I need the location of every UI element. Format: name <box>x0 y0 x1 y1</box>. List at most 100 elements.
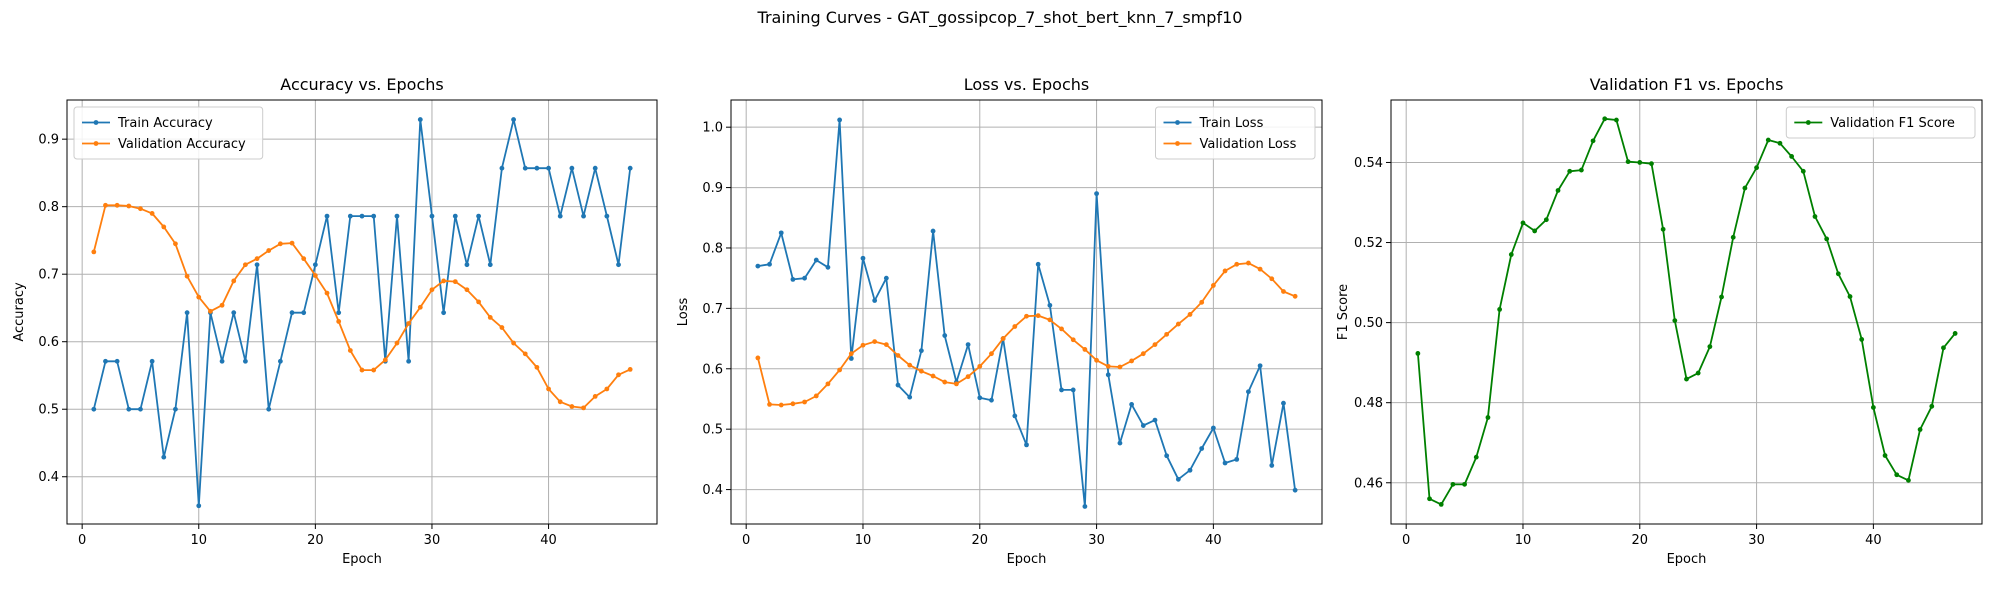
loss-series-0-point <box>1082 504 1088 509</box>
loss-ytick-label: 1.0 <box>702 121 723 136</box>
loss-legend-label-1: Validation Loss <box>1200 137 1297 152</box>
f1-ytick-label: 0.52 <box>1354 236 1383 251</box>
accuracy-series-0-point <box>499 165 505 171</box>
accuracy-series-1-point <box>173 241 178 247</box>
loss-xtick-label: 10 <box>855 533 872 548</box>
f1-series-0-point <box>1672 318 1678 324</box>
accuracy-xtick-label: 40 <box>540 533 557 548</box>
loss-series-0-point <box>1105 372 1111 378</box>
f1-legend-marker-0 <box>1805 120 1811 125</box>
accuracy-series-1-point <box>196 294 202 300</box>
loss-chart-title: Loss vs. Epochs <box>964 75 1089 94</box>
accuracy-ytick-label: 0.6 <box>38 335 59 350</box>
f1-series-0-point <box>1438 501 1444 507</box>
loss-series-0-point <box>767 261 772 267</box>
accuracy-series-1-point <box>103 202 108 208</box>
loss-y-axis-label: Loss <box>676 298 691 327</box>
accuracy-series-1-point <box>184 273 190 279</box>
loss-series-0-point <box>778 230 784 236</box>
loss-legend-box <box>1155 106 1316 160</box>
loss-series-0-point <box>918 348 924 354</box>
loss-series-0-point <box>848 356 854 361</box>
accuracy-series-0-point <box>231 310 237 316</box>
accuracy-series-1-point <box>616 372 621 378</box>
loss-series-1-point <box>790 401 796 407</box>
loss-series-0-point <box>1292 487 1298 493</box>
loss-series-1-point <box>930 373 936 379</box>
accuracy-series-1-point <box>546 386 551 392</box>
accuracy-series-1-point <box>522 351 528 357</box>
accuracy-series-1-point <box>569 404 575 409</box>
accuracy-series-0-point <box>277 358 283 364</box>
loss-series-1-point <box>1164 331 1170 337</box>
loss-series-1-point <box>813 393 819 399</box>
f1-series-0-point <box>1473 454 1479 460</box>
accuracy-series-1-point <box>499 325 505 330</box>
accuracy-series-1-point <box>581 405 586 411</box>
accuracy-y-axis-label: Accuracy <box>12 282 27 342</box>
accuracy-axes-frame <box>66 99 658 525</box>
f1-series-0-point <box>1777 140 1783 146</box>
accuracy-series-0-point <box>289 310 295 316</box>
f1-series-0-point <box>1555 188 1561 193</box>
accuracy-series-0-point <box>138 406 143 412</box>
loss-ytick-label: 0.5 <box>702 423 723 438</box>
loss-series-1-point <box>1117 364 1123 370</box>
loss-ytick-label: 0.6 <box>702 362 723 377</box>
loss-series-0-point <box>977 395 983 401</box>
f1-xtick-label: 10 <box>1515 533 1532 548</box>
f1-series-0-point <box>1684 376 1689 382</box>
accuracy-series-1-point <box>406 321 412 326</box>
loss-ytick-label: 0.8 <box>702 241 723 256</box>
loss-series-1-point <box>1000 336 1006 341</box>
f1-series-0-point <box>1532 228 1538 234</box>
loss-series-0-point <box>1164 453 1170 459</box>
accuracy-legend-label-1: Validation Accuracy <box>118 137 246 152</box>
loss-series-0-point <box>1281 400 1286 406</box>
loss-series-0-point <box>813 257 819 263</box>
accuracy-series-1-point <box>277 241 283 247</box>
f1-series-0-point <box>1590 138 1596 144</box>
accuracy-series-0-point <box>627 165 633 171</box>
accuracy-ytick-label: 0.7 <box>38 268 59 283</box>
f1-series-0-point <box>1765 137 1771 143</box>
f1-series-0-point <box>1847 294 1853 299</box>
accuracy-series-0-point <box>522 165 528 171</box>
accuracy-legend: Train Accuracy Validation Accuracy <box>73 106 264 160</box>
f1-series-0-point <box>1637 160 1643 165</box>
f1-y-axis-label: F1 Score <box>1336 284 1351 340</box>
accuracy-x-axis-label: Epoch <box>342 552 382 567</box>
f1-xtick-label: 30 <box>1748 533 1765 548</box>
accuracy-xtick-label: 20 <box>307 533 324 548</box>
loss-series-0-point <box>895 382 901 388</box>
loss-xtick-label: 0 <box>742 533 750 548</box>
loss-series-1-point <box>1246 260 1251 266</box>
loss-series-1-point <box>1035 313 1041 319</box>
accuracy-series-0-point <box>91 406 97 412</box>
loss-x-axis-label: Epoch <box>1007 552 1047 567</box>
accuracy-series-0-point <box>417 117 423 122</box>
figure-suptitle: Training Curves - GAT_gossipcop_7_shot_b… <box>757 8 1243 27</box>
loss-series-0-point <box>802 275 807 281</box>
accuracy-series-1-point <box>417 304 423 310</box>
accuracy-series-1-point <box>359 367 365 373</box>
f1-series-0-point <box>1742 185 1748 191</box>
loss-series-1-point <box>1024 313 1029 319</box>
loss-series-1-point <box>1269 276 1275 282</box>
accuracy-series-0-point <box>394 213 400 219</box>
f1-series-0-point <box>1450 481 1456 487</box>
accuracy-series-1-point <box>324 290 330 296</box>
accuracy-series-1-point <box>592 393 598 399</box>
accuracy-ytick-label: 0.9 <box>38 133 59 148</box>
loss-series-1-point <box>872 339 878 344</box>
loss-series-0-point <box>1094 191 1099 197</box>
loss-series-1-point <box>989 351 994 357</box>
accuracy-series-1-point <box>301 256 307 262</box>
accuracy-series-0-point <box>534 165 540 171</box>
f1-legend-label-0: Validation F1 Score <box>1830 116 1955 131</box>
loss-series-1-point <box>825 381 831 387</box>
loss-series-0-point <box>860 255 866 261</box>
